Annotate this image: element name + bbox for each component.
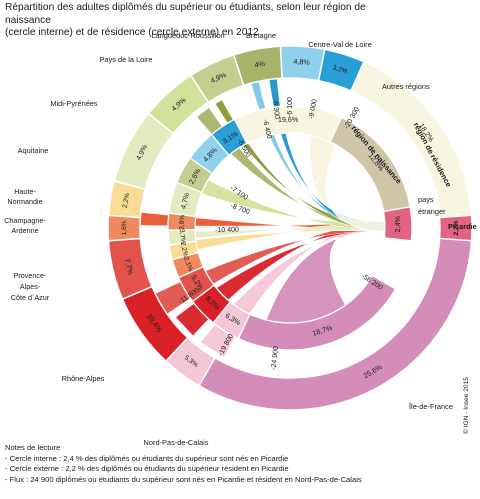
inner-ring-birth xyxy=(167,105,413,351)
inner-sector-value: 19,6% xyxy=(278,115,299,124)
flow-value: -6 400 xyxy=(261,119,272,140)
chart-title: Répartition des adultes diplômés du supé… xyxy=(5,2,405,40)
flow-ribbon xyxy=(175,221,386,337)
copyright: © IGN - Insee 2015 xyxy=(463,377,470,434)
region-name-part: Provence- xyxy=(14,271,47,280)
flow-value: -9 000 xyxy=(308,99,319,120)
region-name: Bretagne xyxy=(246,31,276,40)
region-name-part: Champagne- xyxy=(4,216,46,225)
region-name: Languedoc-Roussillon xyxy=(151,31,224,40)
note-outer-circle: - Cercle externe : 2,2 % des diplômés ou… xyxy=(5,464,289,474)
title-line-1: Répartition des adultes diplômés du supé… xyxy=(5,2,366,26)
outer-ring-residence xyxy=(107,45,473,411)
inner-sector xyxy=(382,206,413,242)
region-name: Nord-Pas-de-Calais xyxy=(144,438,209,447)
region-name-part: Ardenne xyxy=(11,226,38,235)
notes-heading: Notes de lecture xyxy=(5,443,61,452)
inner-sector-value: 3,7% xyxy=(178,229,186,245)
flow-ribbon xyxy=(200,221,386,358)
inner-sector-value: 2,2% xyxy=(179,242,189,258)
note-inner-circle: - Cercle interne : 2,4 % des diplômés ou… xyxy=(5,453,289,463)
region-name: Île-de-France xyxy=(408,402,453,411)
inner-sector-value: 2,1% xyxy=(182,256,194,273)
inner-sector-value: 3,9% xyxy=(179,215,187,231)
note-flow: - Flux : 24 900 diplômés ou étudiants du… xyxy=(5,474,362,484)
region-name-part: Haute- xyxy=(14,187,36,196)
inner-sector-value: 2,4% xyxy=(393,215,402,232)
flow-value: -6 300 xyxy=(271,99,280,120)
region-name: Pays de la Loire xyxy=(100,55,153,64)
region-name: Rhône-Alpes xyxy=(62,374,105,383)
region-name: Midi-Pyrénées xyxy=(50,99,98,108)
title-line-2: (cercle interne) et de résidence (cercle… xyxy=(5,27,259,38)
region-name: Centre-Val de Loire xyxy=(308,40,372,49)
flow-value: -6 100 xyxy=(287,97,294,117)
inner-sector xyxy=(329,116,411,213)
region-name-part: Normandie xyxy=(7,197,42,206)
pays-etranger-line-1: pays xyxy=(418,195,434,204)
reading-notes: Notes de lecture - Cercle interne : 2,4 … xyxy=(5,443,475,485)
flows-layer xyxy=(139,78,386,358)
region-name-part: Côte d´Azur xyxy=(11,293,50,302)
flow-value: -24 900 xyxy=(271,346,281,370)
inner-sector-value: 4,7% xyxy=(178,191,191,210)
outer-sector-value: 4% xyxy=(254,59,266,70)
outer-sector-value: 7,7% xyxy=(123,258,136,277)
flow-ribbon xyxy=(214,99,386,232)
region-name-part: Alpes- xyxy=(20,282,41,291)
outer-sector-value: 4,8% xyxy=(293,57,311,67)
flow-value: -10 400 xyxy=(215,226,239,234)
outer-sector-value: 1,6% xyxy=(121,220,128,235)
outer-sector-value: 3,2% xyxy=(332,64,349,75)
outer-sector-value: 2,2% xyxy=(122,193,131,209)
outer-sector xyxy=(438,214,473,242)
pays-etranger-line-2: étranger xyxy=(418,207,446,216)
region-name: Autres régions xyxy=(382,82,430,91)
outer-sector-value: 2,2% xyxy=(453,220,460,235)
region-name: Aquitaine xyxy=(18,146,49,155)
region-name: Picardie xyxy=(448,222,477,231)
